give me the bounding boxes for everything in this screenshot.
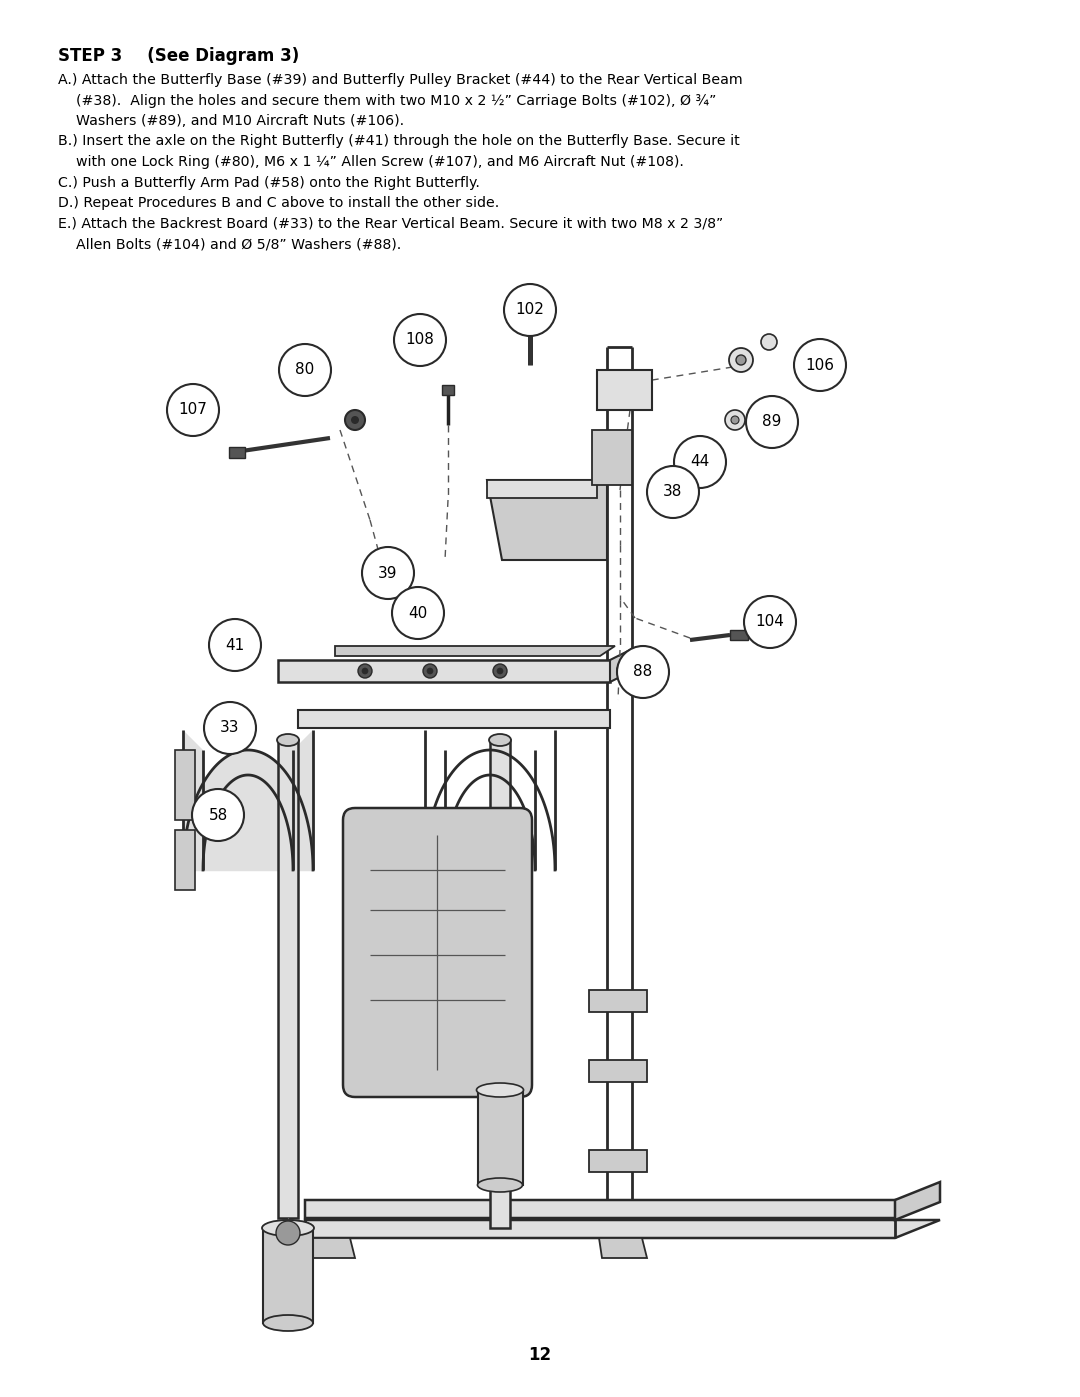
Circle shape	[729, 348, 753, 372]
Text: 38: 38	[663, 485, 683, 500]
Polygon shape	[895, 1182, 940, 1220]
Polygon shape	[597, 370, 652, 409]
Polygon shape	[305, 1200, 940, 1218]
Polygon shape	[442, 386, 454, 395]
Circle shape	[622, 666, 627, 673]
Text: with one Lock Ring (#80), M6 x 1 ¼” Allen Screw (#107), and M6 Aircraft Nut (#10: with one Lock Ring (#80), M6 x 1 ¼” Alle…	[58, 155, 684, 169]
Text: 80: 80	[295, 362, 314, 377]
Circle shape	[167, 384, 219, 436]
FancyBboxPatch shape	[343, 807, 532, 1097]
Text: 12: 12	[528, 1345, 552, 1363]
Polygon shape	[487, 481, 607, 560]
Polygon shape	[229, 447, 245, 458]
Polygon shape	[610, 650, 630, 682]
Circle shape	[746, 395, 798, 448]
Text: B.) Insert the axle on the Right Butterfly (#41) through the hole on the Butterf: B.) Insert the axle on the Right Butterf…	[58, 134, 740, 148]
Text: 88: 88	[633, 665, 652, 679]
Bar	[264, 1228, 313, 1323]
Text: 33: 33	[220, 721, 240, 735]
Text: STEP 3: STEP 3	[58, 47, 122, 66]
Polygon shape	[487, 481, 597, 497]
Text: 40: 40	[408, 605, 428, 620]
Bar	[589, 1150, 647, 1172]
Circle shape	[647, 467, 699, 518]
Circle shape	[674, 436, 726, 488]
Polygon shape	[490, 740, 510, 1228]
Circle shape	[794, 339, 846, 391]
Bar	[478, 1090, 523, 1185]
Text: C.) Push a Butterfly Arm Pad (#58) onto the Right Butterfly.: C.) Push a Butterfly Arm Pad (#58) onto …	[58, 176, 480, 190]
Bar	[528, 300, 532, 365]
Circle shape	[617, 645, 669, 698]
Polygon shape	[175, 830, 195, 890]
Ellipse shape	[262, 1220, 314, 1236]
Circle shape	[735, 355, 746, 365]
Circle shape	[731, 416, 739, 425]
Text: 107: 107	[178, 402, 207, 418]
Circle shape	[504, 284, 556, 337]
Ellipse shape	[489, 733, 511, 746]
Circle shape	[362, 668, 368, 673]
Polygon shape	[175, 750, 195, 820]
Text: E.) Attach the Backrest Board (#33) to the Rear Vertical Beam. Secure it with tw: E.) Attach the Backrest Board (#33) to t…	[58, 217, 724, 231]
Circle shape	[423, 664, 437, 678]
Circle shape	[744, 597, 796, 648]
Ellipse shape	[476, 1083, 524, 1097]
Circle shape	[276, 1221, 300, 1245]
Circle shape	[192, 789, 244, 841]
Polygon shape	[307, 1238, 355, 1259]
Bar	[589, 1060, 647, 1083]
Polygon shape	[293, 731, 313, 870]
Circle shape	[394, 314, 446, 366]
Text: 41: 41	[226, 637, 245, 652]
Polygon shape	[298, 710, 610, 728]
Circle shape	[761, 334, 777, 351]
Circle shape	[725, 409, 745, 430]
Text: 102: 102	[515, 303, 544, 317]
Text: Allen Bolts (#104) and Ø 5/8” Washers (#88).: Allen Bolts (#104) and Ø 5/8” Washers (#…	[58, 237, 402, 251]
Ellipse shape	[477, 1178, 523, 1192]
Text: (#38).  Align the holes and secure them with two M10 x 2 ½” Carriage Bolts (#102: (#38). Align the holes and secure them w…	[58, 94, 716, 108]
Polygon shape	[599, 1238, 647, 1259]
Text: 106: 106	[806, 358, 835, 373]
Circle shape	[617, 662, 633, 678]
Circle shape	[492, 664, 507, 678]
Circle shape	[362, 548, 414, 599]
Text: 44: 44	[690, 454, 710, 469]
Polygon shape	[522, 291, 538, 300]
Circle shape	[427, 668, 433, 673]
Text: A.) Attach the Butterfly Base (#39) and Butterfly Pulley Bracket (#44) to the Re: A.) Attach the Butterfly Base (#39) and …	[58, 73, 743, 87]
Polygon shape	[592, 430, 632, 485]
Circle shape	[204, 703, 256, 754]
Text: 89: 89	[762, 415, 782, 429]
Text: 58: 58	[208, 807, 228, 823]
Text: 104: 104	[756, 615, 784, 630]
Circle shape	[345, 409, 365, 430]
Ellipse shape	[276, 733, 299, 746]
Polygon shape	[730, 630, 748, 640]
Text: (See Diagram 3): (See Diagram 3)	[130, 47, 299, 66]
Circle shape	[497, 668, 503, 673]
Bar	[589, 990, 647, 1011]
Text: D.) Repeat Procedures B and C above to install the other side.: D.) Repeat Procedures B and C above to i…	[58, 196, 499, 210]
Text: Washers (#89), and M10 Aircraft Nuts (#106).: Washers (#89), and M10 Aircraft Nuts (#1…	[58, 115, 404, 129]
Circle shape	[210, 619, 261, 671]
Circle shape	[357, 664, 372, 678]
Circle shape	[279, 344, 330, 395]
Polygon shape	[278, 740, 298, 1218]
Circle shape	[392, 587, 444, 638]
Polygon shape	[335, 645, 615, 657]
Polygon shape	[305, 1220, 940, 1238]
Text: 108: 108	[406, 332, 434, 348]
Circle shape	[351, 416, 359, 425]
Polygon shape	[183, 731, 203, 870]
Ellipse shape	[264, 1315, 313, 1331]
Text: 39: 39	[378, 566, 397, 581]
Polygon shape	[278, 659, 610, 682]
